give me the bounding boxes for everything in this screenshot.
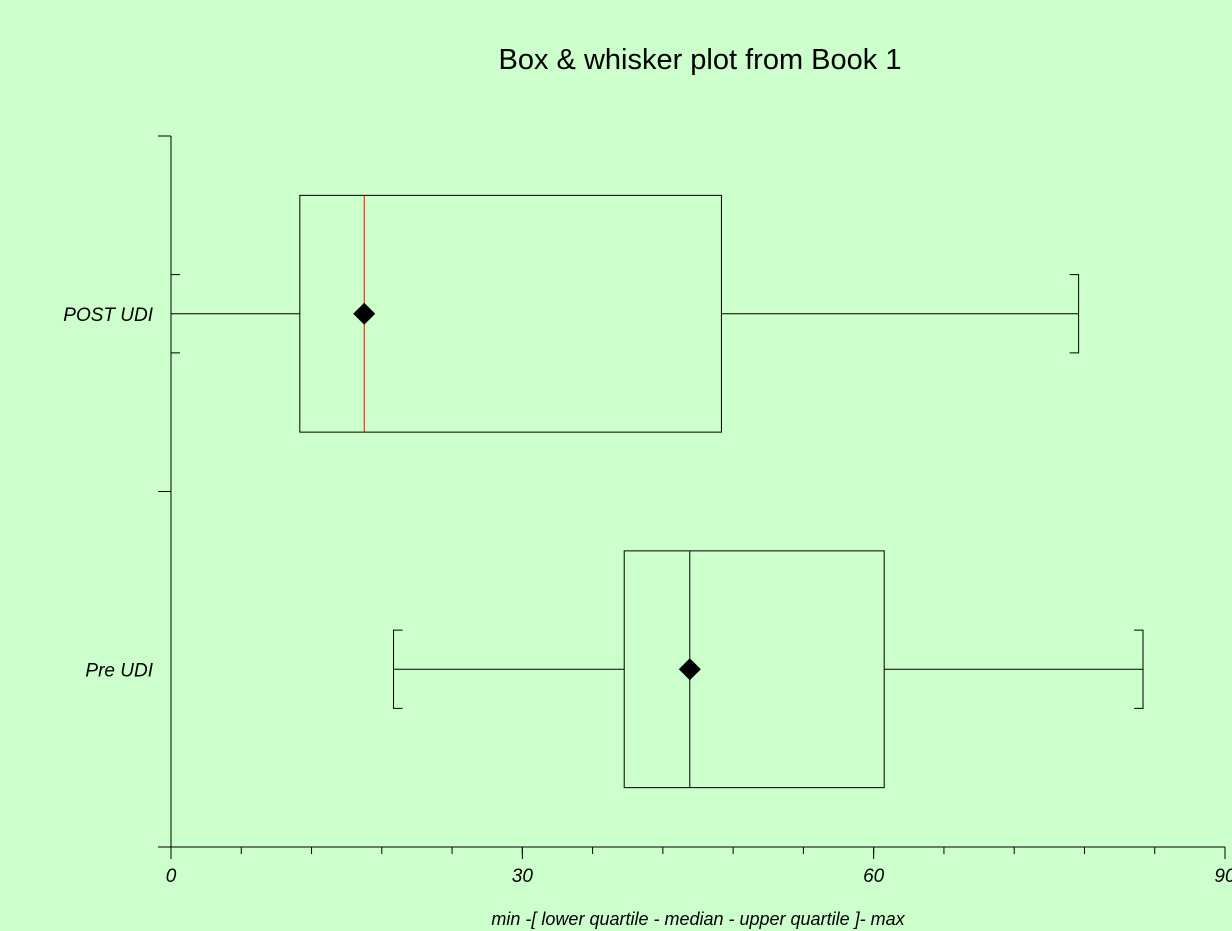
max-cap <box>1069 274 1080 354</box>
mean-marker <box>678 658 701 681</box>
category-label: POST UDI <box>63 305 153 326</box>
box-group: Pre UDI <box>85 550 1144 789</box>
mean-marker <box>353 302 376 325</box>
category-label: Pre UDI <box>85 660 153 681</box>
min-cap <box>393 629 403 709</box>
min-cap <box>170 274 180 354</box>
chart-title: Box & whisker plot from Book 1 <box>498 44 902 76</box>
iqr-box <box>299 194 722 433</box>
boxes: POST UDI Pre UDI <box>63 194 1144 789</box>
box-group: POST UDI <box>63 194 1080 433</box>
x-tick-label: 0 <box>166 866 177 887</box>
x-axis-label: min -[ lower quartile - median - upper q… <box>491 909 905 929</box>
x-tick-label: 60 <box>863 866 885 887</box>
axes: 0 30 60 90 <box>158 135 1232 887</box>
iqr-box <box>623 550 885 789</box>
max-cap <box>1134 629 1144 709</box>
x-tick-label: 30 <box>512 866 534 887</box>
x-tick-label: 90 <box>1214 866 1232 887</box>
